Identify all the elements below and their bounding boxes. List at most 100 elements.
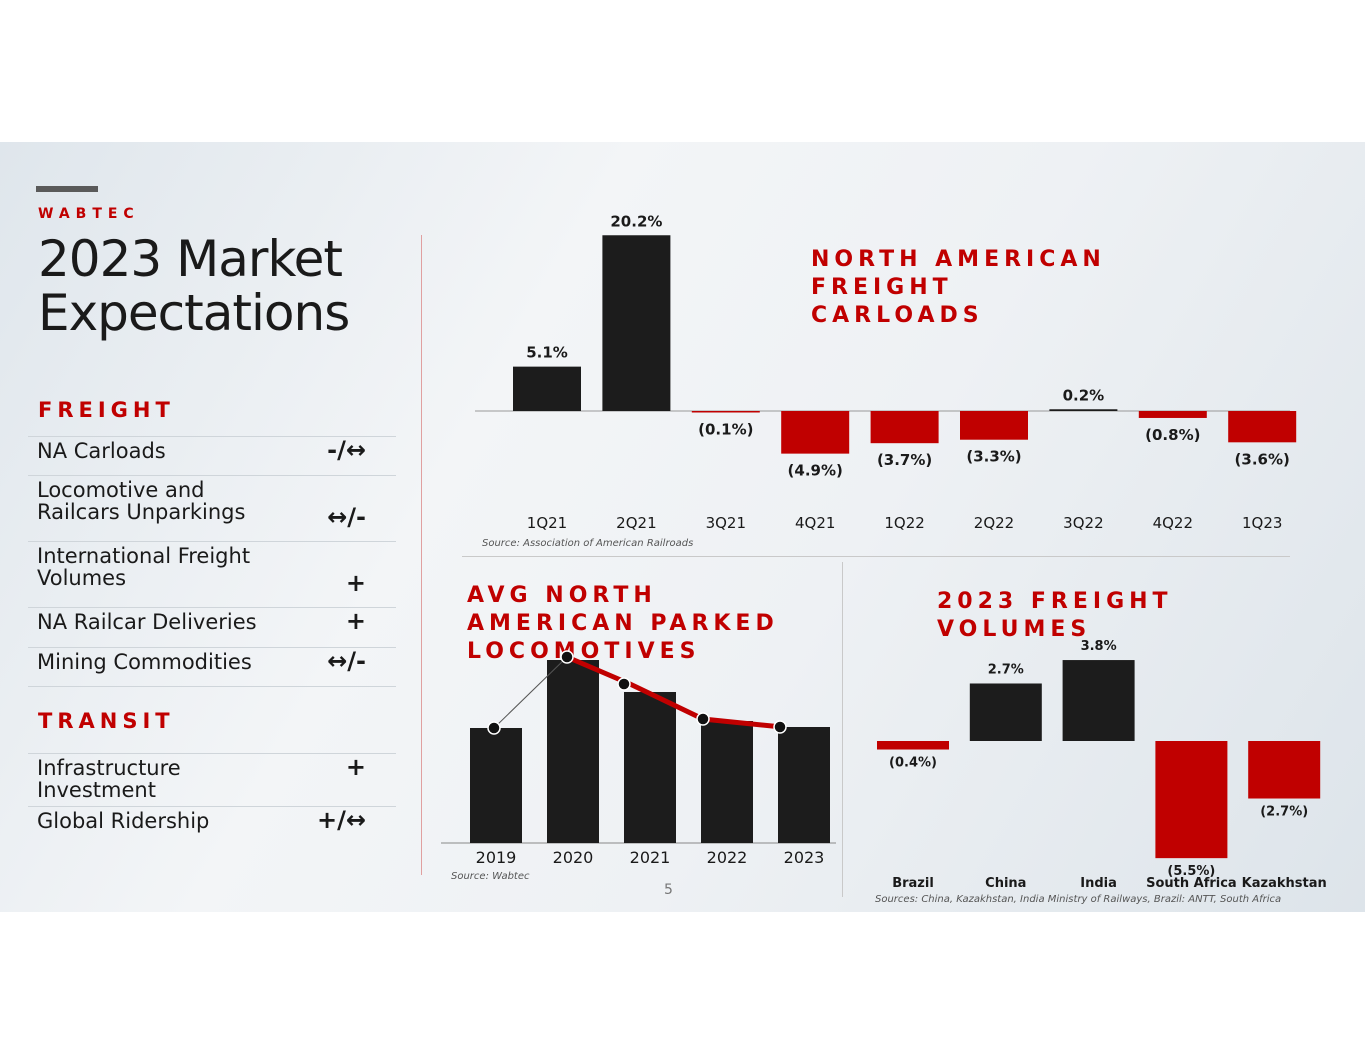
outlook-symbol: -/↔ [327, 436, 366, 464]
chart1-x-tick: 1Q22 [884, 514, 924, 532]
chart1-x-tick: 2Q22 [974, 514, 1014, 532]
transit-heading: TRANSIT [38, 709, 175, 733]
chart2-bar [624, 692, 676, 843]
chart3-data-label: (5.5%) [1167, 864, 1215, 879]
chart3-data-label: (0.4%) [889, 756, 937, 771]
chart3-bar [1155, 741, 1228, 859]
chart3-x-tick: India [1080, 876, 1117, 891]
chart1-bar [1138, 411, 1207, 418]
outlook-symbol: + [345, 607, 366, 635]
divider-horizontal [462, 556, 1290, 557]
chart1-title: NORTH AMERICAN FREIGHT CARLOADS [811, 247, 1106, 328]
chart1-data-label: 20.2% [610, 212, 662, 230]
chart3-bar [1248, 741, 1321, 799]
chart1-x-tick: 4Q21 [795, 514, 835, 532]
chart2-point [617, 677, 631, 691]
chart2-point [696, 712, 710, 726]
chart1-bar [1049, 409, 1118, 411]
outlook-label: Infrastructure Investment [37, 756, 181, 802]
chart1-data-label: (3.7%) [877, 451, 932, 469]
chart1-data-label: (4.9%) [788, 462, 843, 480]
chart3-bar [969, 683, 1042, 741]
chart2-title: AVG NORTH AMERICAN PARKED LOCOMOTIVES [467, 583, 779, 664]
outlook-label: NA Railcar Deliveries [37, 610, 257, 634]
chart3-bar [877, 741, 949, 750]
freight-heading: FREIGHT [38, 398, 175, 422]
page-title: 2023 Market Expectations [38, 230, 350, 342]
chart1-x-tick: 3Q21 [706, 514, 746, 532]
chart1-x-tick: 1Q21 [527, 514, 567, 532]
chart3-source: Sources: China, Kazakhstan, India Minist… [875, 894, 1282, 905]
title-line-1: 2023 Market [38, 230, 343, 288]
outlook-label: NA Carloads [37, 439, 166, 463]
chart3-data-label: (2.7%) [1260, 805, 1308, 820]
chart1-source: Source: Association of American Railroad… [482, 538, 694, 549]
chart2-x-tick: 2019 [476, 848, 517, 867]
chart2-x-tick: 2022 [707, 848, 748, 867]
chart3-x-tick: Kazakhstan [1242, 876, 1327, 891]
outlook-row: Locomotive and Railcars Unparkings ↔/- [28, 475, 396, 542]
divider-left [421, 235, 422, 875]
outlook-symbol: ↔/- [327, 647, 366, 675]
chart1-bar [691, 411, 760, 413]
chart1-bar [602, 235, 671, 411]
outlook-symbol: + [345, 753, 366, 781]
chart3-x-tick: South Africa [1146, 876, 1237, 891]
page-number: 5 [664, 882, 673, 898]
chart2-x-tick: 2023 [784, 848, 825, 867]
chart1-x-tick: 4Q22 [1153, 514, 1193, 532]
outlook-row: Infrastructure Investment + [28, 753, 396, 807]
chart1-data-label: (3.6%) [1235, 450, 1290, 468]
chart2-trend-line-red [566, 654, 783, 730]
chart2-x-tick: 2021 [630, 848, 671, 867]
accent-bar [36, 186, 98, 192]
chart2-point [487, 721, 501, 735]
outlook-label: Mining Commodities [37, 650, 252, 674]
chart1-data-label: (0.1%) [698, 421, 753, 439]
chart1-bar [960, 411, 1028, 440]
chart1-data-label: 5.1% [526, 344, 568, 362]
outlook-symbol: + [345, 569, 366, 597]
chart3-data-label: 3.8% [1081, 639, 1117, 654]
chart2-trend-line-gray [493, 656, 568, 729]
chart1-x-tick: 2Q21 [616, 514, 656, 532]
chart3-bar [1062, 660, 1135, 741]
chart2-bar [701, 721, 753, 843]
chart3-x-tick: China [985, 876, 1026, 891]
brand-logo: WABTEC [38, 206, 140, 222]
chart2-point [773, 720, 787, 734]
chart2-bar [547, 660, 599, 843]
outlook-row: NA Carloads -/↔ [28, 436, 396, 476]
outlook-symbol: +/↔ [317, 806, 366, 834]
chart1-data-label: (0.8%) [1145, 426, 1200, 444]
slide-background [0, 142, 1365, 912]
chart2-point [560, 650, 574, 664]
outlook-label: International Freight Volumes [37, 544, 251, 590]
outlook-row: Global Ridership +/↔ [28, 806, 396, 841]
outlook-row: Mining Commodities ↔/- [28, 647, 396, 688]
title-line-2: Expectations [38, 284, 350, 342]
chart1-data-label: 0.2% [1063, 386, 1105, 404]
outlook-label: Global Ridership [37, 809, 210, 833]
chart3-x-tick: Brazil [892, 876, 934, 891]
row-divider [28, 686, 396, 687]
chart2-x-tick: 2020 [553, 848, 594, 867]
chart3-title: 2023 FREIGHT VOLUMES [937, 589, 1173, 642]
outlook-row: NA Railcar Deliveries + [28, 607, 396, 648]
chart1-bar [781, 411, 850, 454]
chart1-bar [513, 366, 581, 411]
chart1-x-tick: 1Q23 [1242, 514, 1282, 532]
chart2-bar [778, 727, 830, 843]
chart1-bar [1228, 411, 1297, 443]
outlook-symbol: ↔/- [327, 503, 366, 531]
chart3-data-label: 2.7% [988, 662, 1024, 677]
outlook-row: International Freight Volumes + [28, 541, 396, 608]
chart2-bar [470, 728, 522, 843]
chart1-bar [870, 411, 939, 444]
chart2-source: Source: Wabtec [451, 871, 530, 882]
chart1-x-tick: 3Q22 [1063, 514, 1103, 532]
divider-vertical [842, 562, 843, 897]
chart1-data-label: (3.3%) [966, 448, 1021, 466]
outlook-label: Locomotive and Railcars Unparkings [37, 478, 246, 524]
